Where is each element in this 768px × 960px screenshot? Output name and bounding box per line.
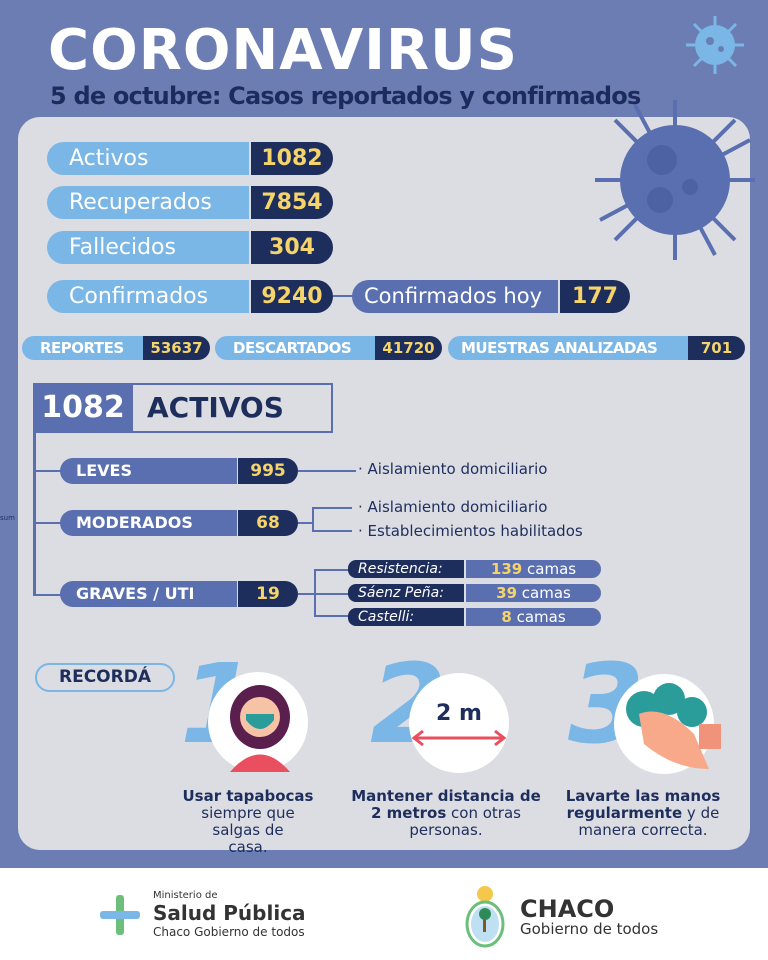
camas-saenz-pena: 39 camas (466, 584, 601, 602)
descartados-label: DESCARTADOS (215, 336, 375, 360)
tree-branch (33, 470, 63, 472)
chaco-sub: Gobierno de todos (520, 920, 659, 938)
ministry-sub: Chaco Gobierno de todos (153, 925, 305, 939)
camas-count: 139 (490, 560, 523, 578)
confirmados-hoy-label: Confirmados hoy (352, 280, 558, 313)
woman-mask-icon (230, 685, 290, 772)
distance-label: 2 m (436, 701, 482, 726)
handwash-illustration (614, 674, 721, 774)
tip-bold: Mantener distancia de 2 metros (351, 787, 541, 822)
moderados-note-1: · Aislamiento domiciliario (358, 498, 548, 516)
camas-resistencia: 139 camas (466, 560, 601, 578)
fallecidos-label: Fallecidos (47, 231, 249, 264)
camas-castelli: 8 camas (466, 608, 601, 626)
moderados-label: MODERADOS (60, 510, 237, 536)
tree-line (33, 433, 36, 596)
connector (333, 295, 353, 297)
double-arrow-icon (411, 729, 507, 747)
chaco-name: CHACO (520, 895, 615, 923)
moderados-value: 68 (238, 510, 298, 536)
health-cross-icon (100, 895, 140, 935)
camas-unit: camas (521, 584, 571, 602)
tip-rest: con otras personas. (409, 804, 521, 839)
activos-label: Activos (47, 142, 249, 175)
ministry-name: Salud Pública (153, 901, 306, 925)
confirmados-value: 9240 (251, 280, 333, 313)
camas-unit: camas (516, 608, 566, 626)
tip-rest: y de manera correcta. (578, 804, 720, 839)
city-saenz-pena: Sáenz Peña: (348, 584, 464, 602)
camas-count: 8 (501, 608, 512, 626)
muestras-value: 701 (688, 336, 745, 360)
title: CORONAVIRUS (48, 18, 518, 83)
activos-total: 1082 (33, 383, 133, 433)
connector (314, 593, 350, 595)
footer: Ministerio de Salud Pública Chaco Gobier… (0, 868, 768, 960)
mask-illustration (208, 672, 308, 772)
tip-1-caption: Usar tapabocas siempre que salgas de casa… (148, 788, 348, 856)
tip-2-caption: Mantener distancia de 2 metros con otras… (346, 788, 546, 839)
tree-branch (33, 522, 63, 524)
graves-value: 19 (238, 581, 298, 607)
camas-unit: camas (527, 560, 577, 578)
fallecidos-value: 304 (251, 231, 333, 264)
muestras-label: MUESTRAS ANALIZADAS (448, 336, 688, 360)
tip-3-caption: Lavarte las manos regularmente y de mane… (543, 788, 743, 839)
activos-value: 1082 (251, 142, 333, 175)
ministry-small: Ministerio de (153, 890, 218, 901)
chaco-seal-icon (465, 886, 505, 948)
washing-hands-icon (626, 683, 721, 769)
graves-label: GRAVES / UTI (60, 581, 237, 607)
tree-branch (33, 594, 63, 596)
moderados-note-2: · Establecimientos habilitados (358, 522, 583, 540)
bracket (312, 507, 352, 532)
connector (298, 522, 312, 524)
small-virus-icon (686, 16, 744, 74)
reportes-label: REPORTES (22, 336, 143, 360)
reportes-value: 53637 (143, 336, 210, 360)
virus-icon (595, 100, 755, 260)
city-castelli: Castelli: (348, 608, 464, 626)
recuperados-label: Recuperados (47, 186, 249, 219)
leves-value: 995 (238, 458, 298, 484)
confirmados-label: Confirmados (47, 280, 249, 313)
confirmados-hoy-value: 177 (560, 280, 630, 313)
side-fragment: sum (0, 514, 15, 522)
camas-count: 39 (496, 584, 518, 602)
activos-heading: ACTIVOS (133, 383, 333, 433)
city-resistencia: Resistencia: (348, 560, 464, 578)
recorda-badge: RECORDÁ (35, 663, 175, 692)
connector (298, 593, 314, 595)
subtitle: 5 de octubre: Casos reportados y confirm… (50, 82, 641, 110)
connector (298, 470, 356, 472)
recuperados-value: 7854 (251, 186, 333, 219)
tip-bold: Lavarte las manos regularmente (565, 787, 721, 822)
leves-note: · Aislamiento domiciliario (358, 460, 548, 478)
tip-bold: Usar tapabocas (182, 787, 314, 805)
descartados-value: 41720 (375, 336, 442, 360)
distance-illustration: 2 m (409, 673, 509, 773)
tip-rest: siempre que salgas de casa. (201, 804, 295, 856)
leves-label: LEVES (60, 458, 237, 484)
